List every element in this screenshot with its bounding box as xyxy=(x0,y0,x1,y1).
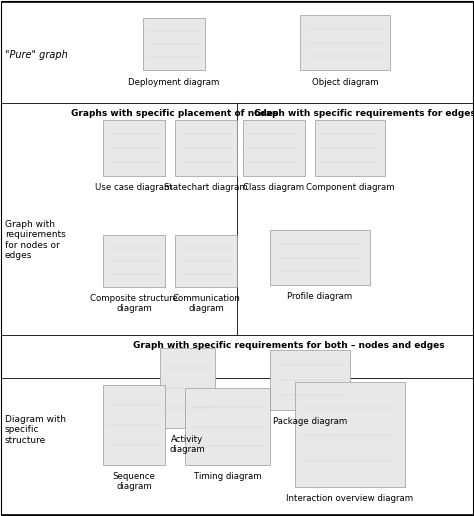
Bar xyxy=(270,230,370,285)
Text: Composite structure
diagram: Composite structure diagram xyxy=(90,294,178,313)
Bar xyxy=(103,120,165,176)
Text: Graph with
requirements
for nodes or
edges: Graph with requirements for nodes or edg… xyxy=(5,220,66,260)
Text: Interaction overview diagram: Interaction overview diagram xyxy=(286,494,413,503)
Text: Profile diagram: Profile diagram xyxy=(287,292,353,301)
Bar xyxy=(143,18,205,70)
Text: Sequence
diagram: Sequence diagram xyxy=(112,472,155,491)
Text: Package diagram: Package diagram xyxy=(273,417,347,426)
Bar xyxy=(175,120,237,176)
Text: Graph with specific requirements for edges: Graph with specific requirements for edg… xyxy=(254,109,474,118)
Bar xyxy=(175,235,237,287)
Bar xyxy=(103,235,165,287)
Text: Object diagram: Object diagram xyxy=(312,78,378,87)
Text: Statechart diagram: Statechart diagram xyxy=(164,183,248,192)
Bar xyxy=(243,120,305,176)
Text: Deployment diagram: Deployment diagram xyxy=(128,78,219,87)
Bar xyxy=(295,382,405,487)
Bar xyxy=(300,15,390,70)
Bar xyxy=(315,120,385,176)
Text: Timing diagram: Timing diagram xyxy=(194,472,261,481)
Text: Component diagram: Component diagram xyxy=(306,183,394,192)
Text: Communication
diagram: Communication diagram xyxy=(172,294,240,313)
Text: "Pure" graph: "Pure" graph xyxy=(5,50,68,60)
Bar xyxy=(185,388,270,465)
Text: Diagram with
specific
structure: Diagram with specific structure xyxy=(5,415,66,445)
Text: Activity
diagram: Activity diagram xyxy=(170,435,205,455)
Bar xyxy=(270,350,350,410)
Text: Use case diagram: Use case diagram xyxy=(95,183,173,192)
Bar xyxy=(160,348,215,428)
Text: Graphs with specific placement of nodes: Graphs with specific placement of nodes xyxy=(72,109,279,118)
Text: Class diagram: Class diagram xyxy=(244,183,305,192)
Bar xyxy=(103,385,165,465)
Text: Graph with specific requirements for both – nodes and edges: Graph with specific requirements for bot… xyxy=(133,341,445,350)
